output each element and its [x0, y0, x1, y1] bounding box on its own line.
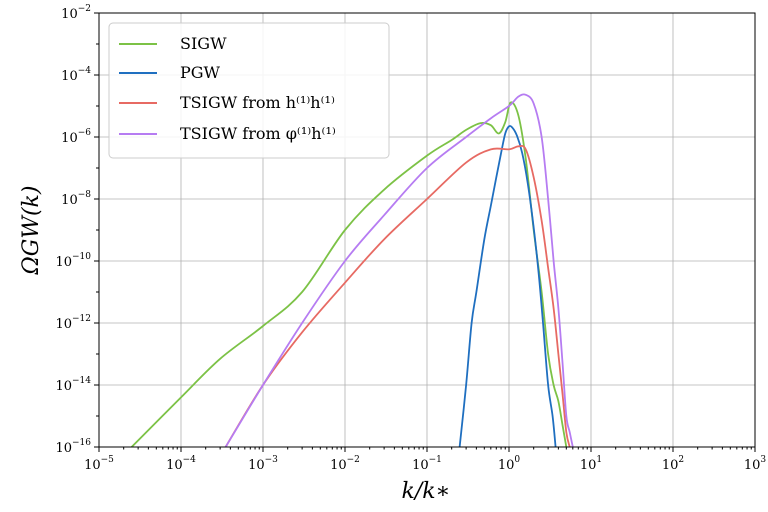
legend-label-3: TSIGW from φ⁽¹⁾h⁽¹⁾ — [180, 124, 336, 143]
series-line-2 — [224, 144, 571, 447]
x-tick-label: 10−1 — [412, 455, 442, 473]
legend-frame — [108, 22, 390, 159]
y-tick-label: 10−4 — [61, 66, 91, 84]
x-tick-label: 103 — [744, 455, 767, 473]
series-line-3 — [224, 93, 574, 447]
series-line-1 — [458, 125, 557, 447]
y-tick-label: 10−6 — [61, 128, 91, 146]
series-line-0 — [130, 101, 568, 447]
x-tick-label: 10−2 — [330, 455, 360, 473]
y-tick-label: 10−10 — [55, 252, 91, 270]
x-tick-label: 100 — [498, 455, 521, 473]
series-layer — [130, 93, 574, 447]
x-tick-labels: 10−5 10−4 10−3 10−2 10−1 100 101 102 103 — [84, 455, 766, 473]
legend: SIGW PGW TSIGW from h⁽¹⁾h⁽¹⁾ TSIGW from φ⁽¹… — [108, 22, 390, 159]
x-tick-label: 102 — [662, 455, 684, 473]
x-axis-title: k/k∗ — [401, 479, 450, 504]
y-tick-label: 10−8 — [61, 190, 91, 208]
x-tick-label: 101 — [580, 455, 602, 473]
y-tick-label: 10−2 — [61, 4, 91, 22]
x-tick-label: 10−5 — [84, 455, 114, 473]
y-axis-title: ΩGW(k) — [19, 186, 44, 276]
legend-label-2: TSIGW from h⁽¹⁾h⁽¹⁾ — [180, 93, 335, 112]
y-tick-label: 10−14 — [55, 376, 91, 394]
legend-label-0: SIGW — [180, 34, 227, 53]
ticks — [94, 12, 756, 452]
y-tick-label: 10−16 — [55, 438, 91, 456]
x-tick-label: 10−4 — [166, 455, 196, 473]
legend-label-1: PGW — [180, 63, 221, 82]
x-tick-label: 10−3 — [248, 455, 278, 473]
y-tick-label: 10−12 — [55, 314, 91, 332]
y-tick-labels: 10−16 10−14 10−12 10−10 10−8 10−6 10−4 10−2 — [55, 4, 91, 456]
